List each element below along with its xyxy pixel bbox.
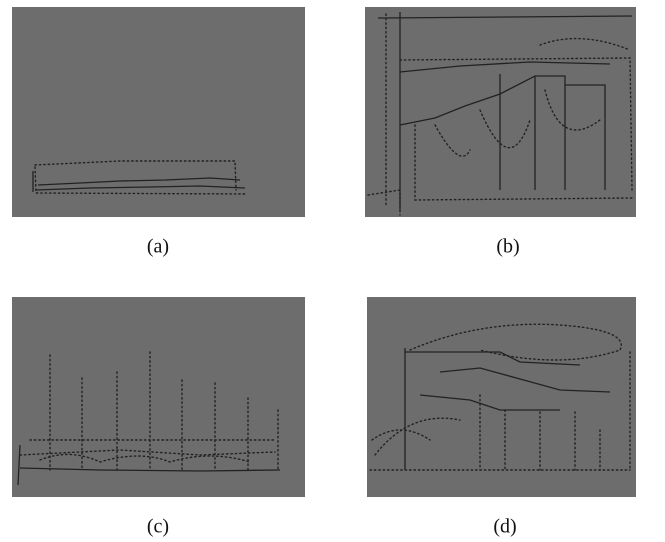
sketch xyxy=(35,185,246,191)
sketch xyxy=(19,467,281,472)
sketch xyxy=(539,37,631,51)
sketch xyxy=(37,177,241,186)
sketch xyxy=(377,15,633,19)
panel-label: (c) xyxy=(147,516,169,538)
image-a xyxy=(12,7,305,217)
sketch xyxy=(49,351,279,471)
panel-b xyxy=(365,7,636,217)
sketch xyxy=(499,74,566,190)
sketch xyxy=(409,323,622,361)
sketch xyxy=(419,394,560,411)
sketch xyxy=(439,367,611,393)
sketch xyxy=(405,351,581,366)
sketch xyxy=(34,160,237,191)
sketch xyxy=(414,124,633,201)
sketch xyxy=(19,449,276,456)
panel-label: (d) xyxy=(493,516,516,538)
sketch xyxy=(17,444,21,486)
sketch xyxy=(39,453,251,463)
sketch xyxy=(399,61,611,73)
sketch xyxy=(367,189,401,216)
panel-a xyxy=(12,7,305,217)
panel-c xyxy=(12,297,305,497)
sketch xyxy=(371,417,461,456)
image-c xyxy=(12,297,305,497)
panel-d xyxy=(367,297,636,497)
sketch xyxy=(399,57,633,191)
panel-label: (a) xyxy=(147,236,169,258)
image-d xyxy=(367,297,636,497)
panel-label: (b) xyxy=(496,236,519,258)
sketch xyxy=(34,166,246,195)
sketch xyxy=(434,89,601,157)
